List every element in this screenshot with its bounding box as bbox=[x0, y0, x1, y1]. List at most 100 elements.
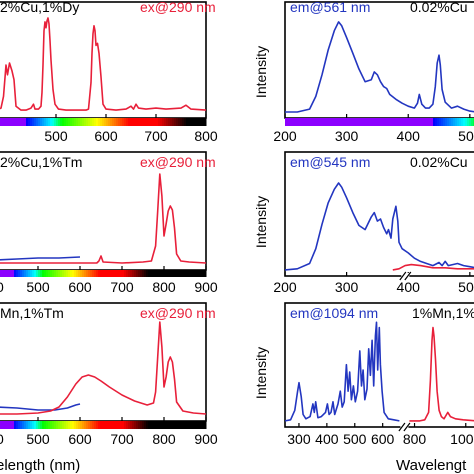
spectrum-bar-cell bbox=[102, 421, 105, 429]
spectrum-bar-cell bbox=[299, 118, 302, 126]
axis-break-mark bbox=[404, 271, 412, 281]
spectrum-bar-cell bbox=[26, 118, 29, 126]
spectrum-bar-cell bbox=[297, 118, 300, 126]
spectrum-bar-cell bbox=[68, 118, 71, 126]
spectrum-bar-cell bbox=[84, 270, 87, 277]
panel-label-left: 2%Cu,1%Dy bbox=[0, 0, 79, 15]
spectrum-bar-cell bbox=[152, 270, 155, 277]
axis-break-mark bbox=[403, 422, 411, 432]
series-line-red bbox=[0, 17, 206, 111]
spectrum-bar-cell bbox=[397, 118, 400, 126]
spectrum-bar-cell bbox=[168, 270, 171, 277]
spectrum-bar-cell bbox=[156, 118, 159, 126]
spectrum-bar-cell bbox=[84, 118, 87, 126]
spectrum-bar-cell bbox=[413, 118, 416, 126]
spectrum-bar-cell bbox=[170, 421, 173, 429]
spectrum-bar-cell bbox=[20, 118, 23, 126]
spectrum-bar-cell bbox=[24, 118, 27, 126]
spectrum-bar-cell bbox=[118, 118, 121, 126]
spectrum-bar-cell bbox=[26, 270, 29, 277]
spectrum-bar-cell bbox=[28, 421, 31, 429]
spectrum-bar-cell bbox=[48, 421, 51, 429]
spectrum-bar-cell bbox=[8, 118, 11, 126]
x-tick-label: 500 bbox=[343, 431, 367, 447]
spectrum-bar-cell bbox=[70, 421, 73, 429]
spectrum-bar-cell bbox=[134, 270, 137, 277]
spectrum-bar-cell bbox=[114, 118, 117, 126]
spectrum-bar-cell bbox=[164, 421, 167, 429]
spectrum-bar-cell bbox=[457, 118, 460, 126]
x-tick-label: 1000 bbox=[450, 431, 474, 447]
spectrum-bar-cell bbox=[162, 270, 165, 277]
spectrum-bar-cell bbox=[186, 270, 189, 277]
x-tick-label: 500 bbox=[458, 128, 474, 144]
spectrum-bar-cell bbox=[178, 118, 181, 126]
spectrum-bar-cell bbox=[14, 270, 17, 277]
spectrum-bar-cell bbox=[471, 118, 474, 126]
spectrum-bar-cell bbox=[419, 118, 422, 126]
spectrum-bar-cell bbox=[198, 421, 201, 429]
spectrum-bar-cell bbox=[407, 118, 410, 126]
spectrum-bar-cell bbox=[78, 270, 81, 277]
spectrum-bar-cell bbox=[108, 270, 111, 277]
spectrum-bar-cell bbox=[156, 421, 159, 429]
y-axis-label-middle: Intensity bbox=[253, 196, 269, 248]
spectrum-bar-cell bbox=[383, 118, 386, 126]
spectrum-bar-cell bbox=[136, 118, 139, 126]
series-line-red bbox=[0, 321, 206, 415]
spectrum-bar-cell bbox=[104, 118, 107, 126]
spectrum-bar-cell bbox=[184, 118, 187, 126]
spectrum-bar-cell bbox=[287, 118, 290, 126]
spectrum-bar-cell bbox=[174, 118, 177, 126]
spectrum-bar-cell bbox=[387, 118, 390, 126]
series-line-red bbox=[0, 173, 206, 264]
spectrum-bar-cell bbox=[148, 421, 151, 429]
spectrum-bar-cell bbox=[58, 118, 61, 126]
spectrum-bar-cell bbox=[415, 118, 418, 126]
spectrum-bar-cell bbox=[196, 421, 199, 429]
spectrum-bar-cell bbox=[130, 421, 133, 429]
spectrum-bar-cell bbox=[78, 118, 81, 126]
spectrum-bar-cell bbox=[60, 270, 63, 277]
spectrum-bar-cell bbox=[459, 118, 462, 126]
panel-label-left: em@545 nm bbox=[290, 154, 370, 170]
spectrum-bar-cell bbox=[74, 270, 77, 277]
spectrum-bar-cell bbox=[156, 270, 159, 277]
spectrum-bar-cell bbox=[138, 421, 141, 429]
panel-label-right: 0.02%Cu bbox=[410, 154, 468, 170]
spectrum-bar-cell bbox=[98, 421, 101, 429]
spectrum-bar-cell bbox=[118, 421, 121, 429]
spectrum-bar-cell bbox=[170, 270, 173, 277]
spectrum-bar-cell bbox=[395, 118, 398, 126]
spectrum-bar-cell bbox=[6, 118, 9, 126]
spectrum-bar-cell bbox=[455, 118, 458, 126]
x-tick-label: 500 bbox=[26, 279, 50, 295]
spectrum-bar-cell bbox=[174, 421, 177, 429]
spectrum-bar-cell bbox=[289, 118, 292, 126]
x-tick-label: 500 bbox=[44, 128, 68, 144]
spectrum-bar-cell bbox=[38, 118, 41, 126]
spectrum-bar-cell bbox=[112, 421, 115, 429]
spectrum-bar-cell bbox=[116, 270, 119, 277]
spectrum-bar-cell bbox=[443, 118, 446, 126]
spectrum-bar-cell bbox=[198, 270, 201, 277]
spectrum-bar-cell bbox=[24, 270, 27, 277]
spectrum-bar-cell bbox=[192, 118, 195, 126]
spectrum-bar-cell bbox=[72, 421, 75, 429]
spectrum-bar-cell bbox=[166, 270, 169, 277]
spectrum-bar-cell bbox=[425, 118, 428, 126]
spectrum-bar-cell bbox=[124, 270, 127, 277]
spectrum-bar-cell bbox=[307, 118, 310, 126]
spectrum-bar-cell bbox=[204, 421, 207, 429]
spectrum-bar-cell bbox=[451, 118, 454, 126]
spectrum-bar-cell bbox=[10, 118, 13, 126]
spectrum-bar-cell bbox=[56, 270, 59, 277]
spectrum-bar-cell bbox=[132, 421, 135, 429]
spectrum-bar-cell bbox=[373, 118, 376, 126]
spectrum-bar-cell bbox=[176, 270, 179, 277]
spectrum-bar-cell bbox=[88, 421, 91, 429]
spectrum-bar-cell bbox=[42, 270, 45, 277]
spectrum-bar-cell bbox=[58, 421, 61, 429]
spectrum-bar-cell bbox=[6, 421, 9, 429]
spectrum-bar-cell bbox=[100, 118, 103, 126]
